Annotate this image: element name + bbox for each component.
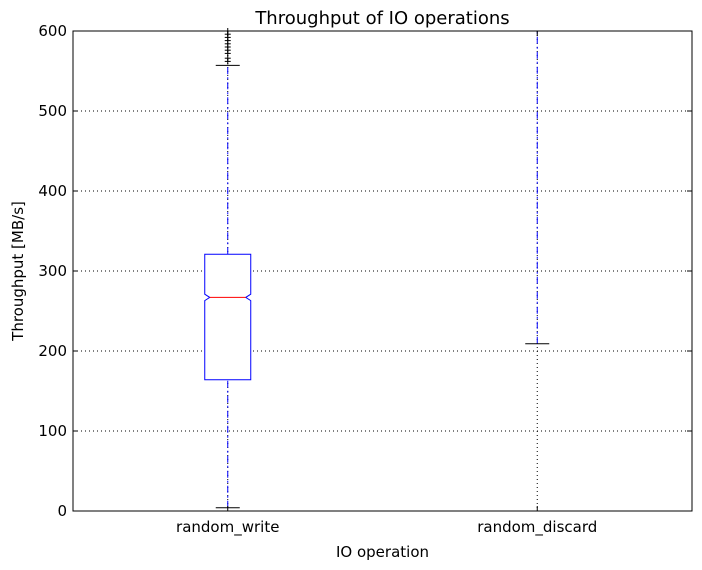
y-tick-label: 100 bbox=[38, 422, 67, 440]
y-tick-label: 300 bbox=[38, 262, 67, 280]
grid-lines bbox=[73, 31, 692, 511]
axis-ticks: 0 100 200 300 400 500 600 random_write random_di… bbox=[38, 22, 692, 537]
y-axis-label: Throughput [MB/s] bbox=[9, 201, 27, 342]
x-tick-label: random_write bbox=[176, 518, 279, 537]
x-axis-label: IO operation bbox=[336, 543, 429, 561]
x-tick-label: random_discard bbox=[477, 518, 597, 537]
y-tick-label: 0 bbox=[57, 502, 67, 520]
y-tick-label: 500 bbox=[38, 102, 67, 120]
chart-title: Throughput of IO operations bbox=[254, 8, 509, 29]
boxes-layer bbox=[204, 28, 550, 509]
y-tick-label: 400 bbox=[38, 182, 67, 200]
y-tick-label: 600 bbox=[38, 22, 67, 40]
notched-box bbox=[204, 253, 252, 381]
y-tick-label: 200 bbox=[38, 342, 67, 360]
